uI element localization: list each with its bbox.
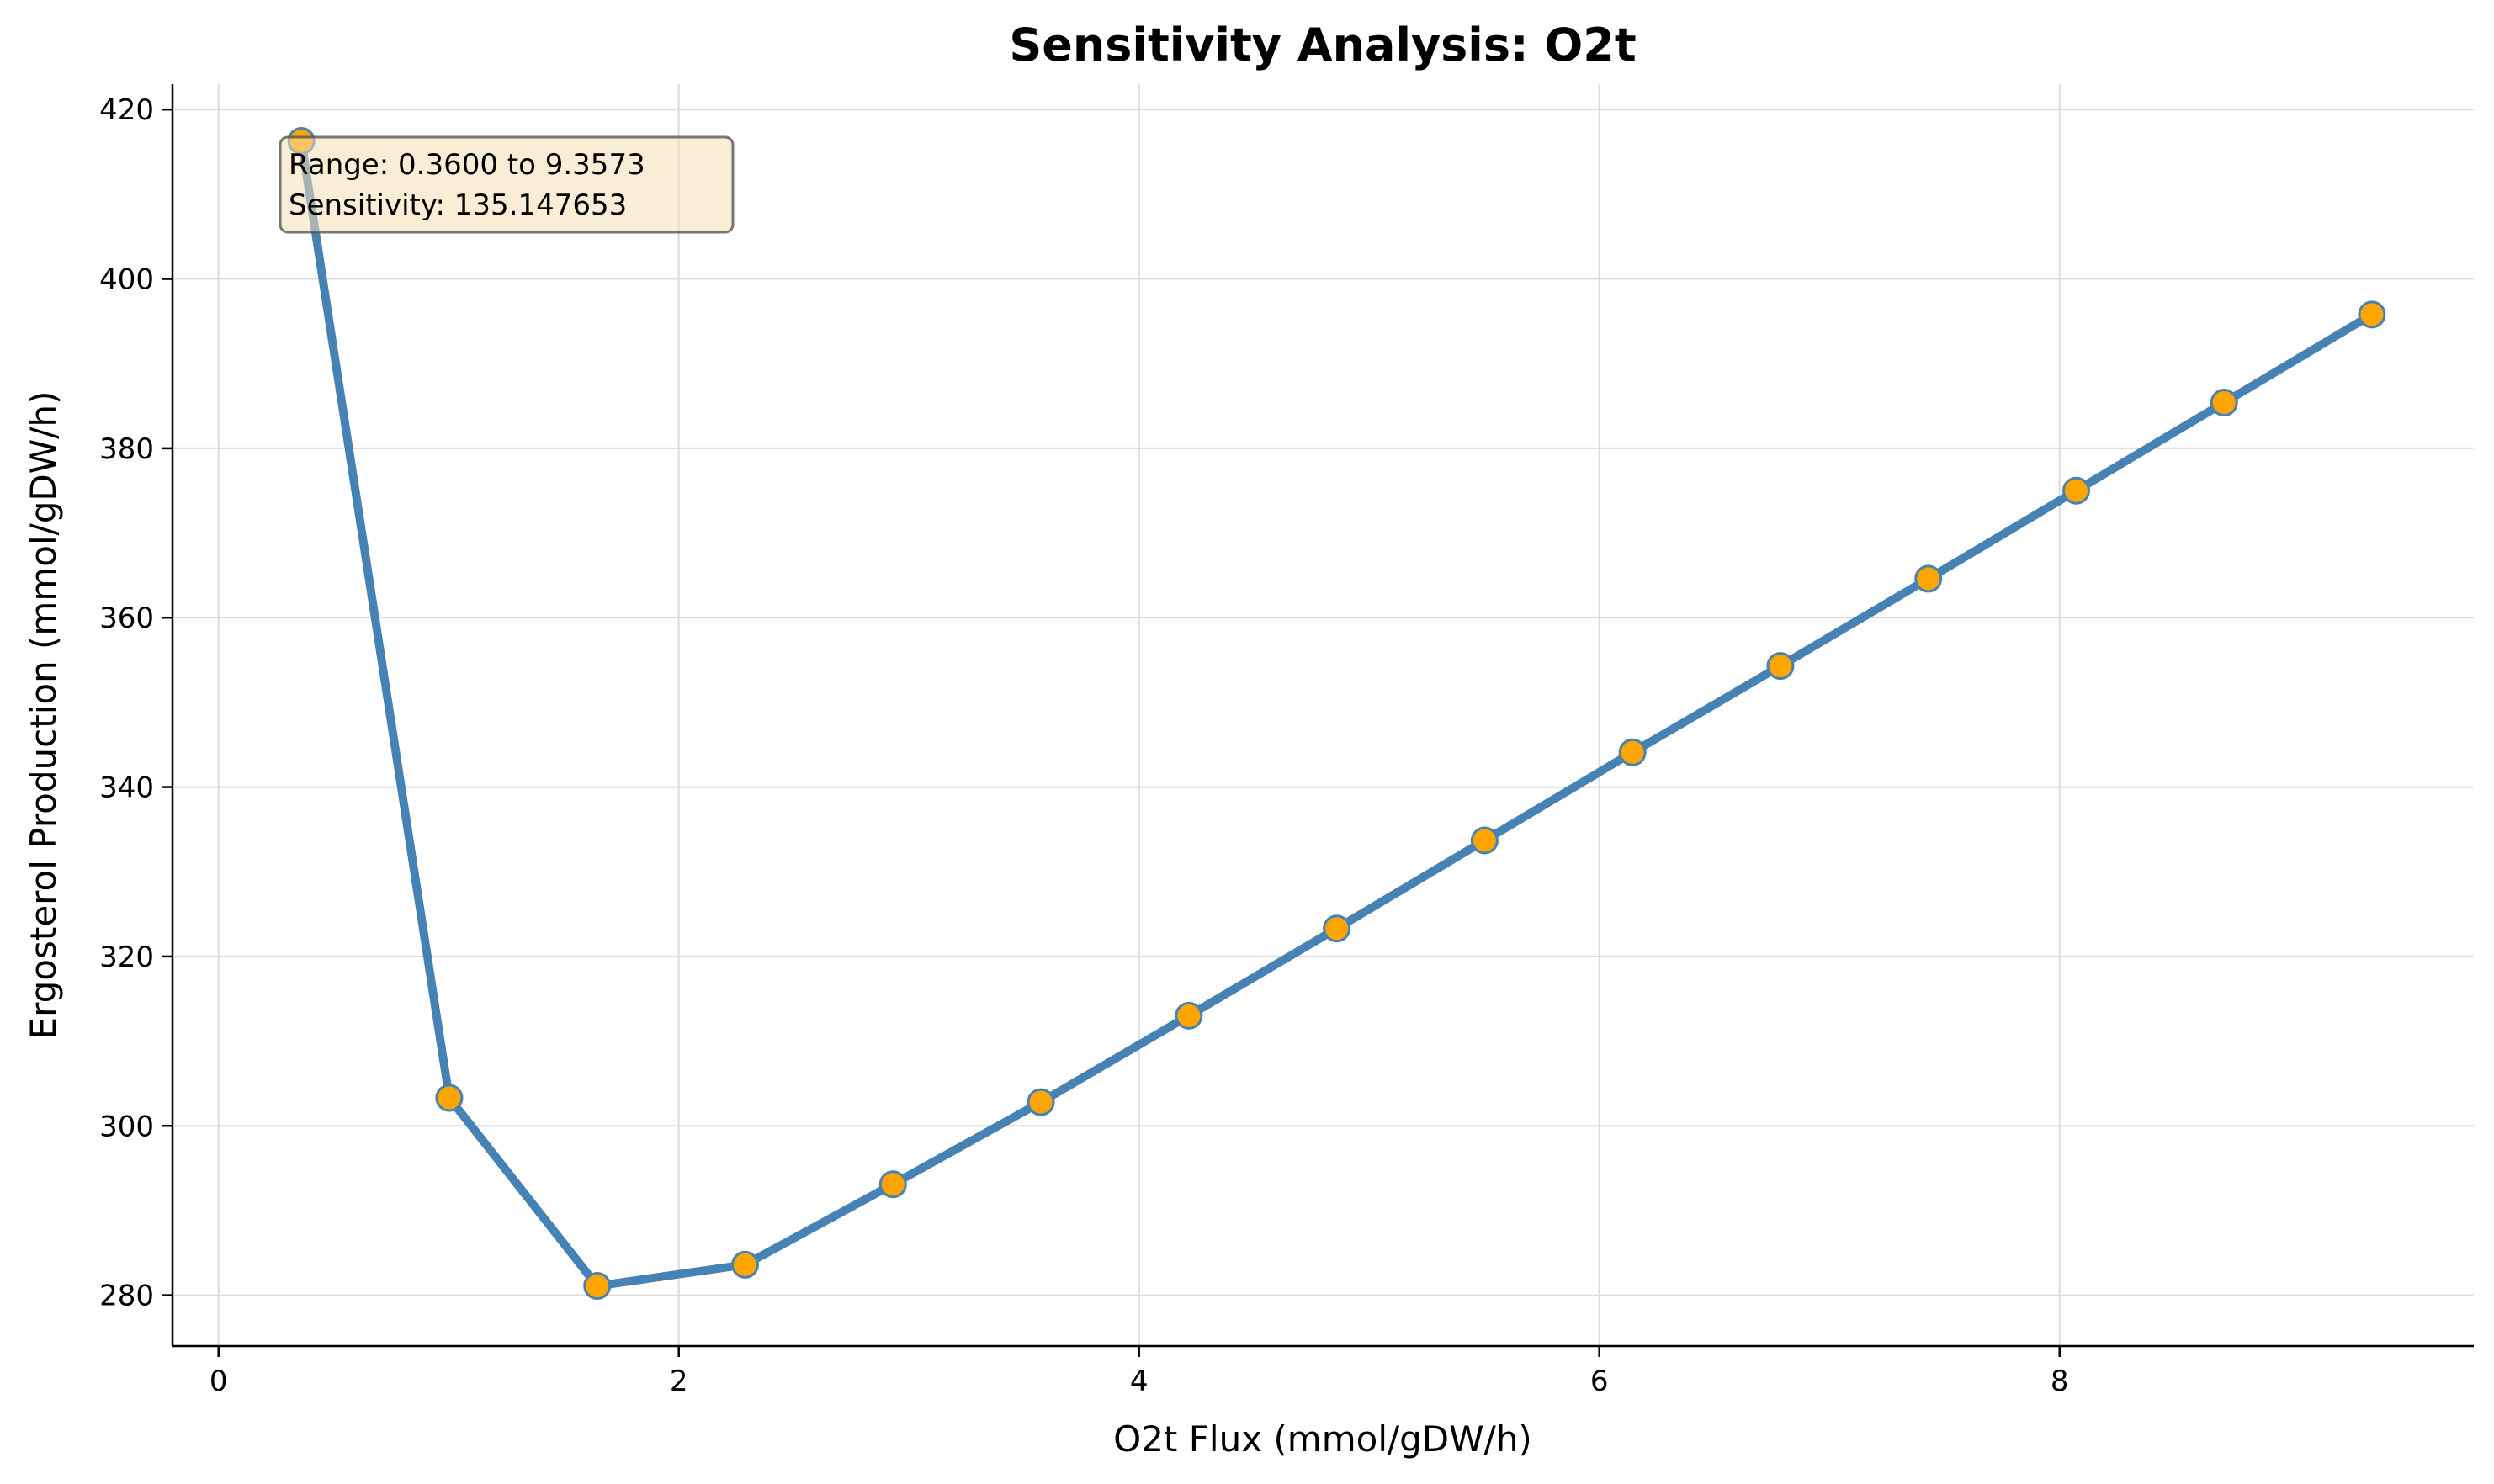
annotation-sensitivity-text: Sensitivity: 135.147653 (289, 188, 627, 222)
data-point (1175, 1001, 1203, 1030)
data-point (1470, 826, 1499, 855)
y-tick-label: 400 (99, 263, 154, 297)
data-point (1766, 652, 1795, 681)
data-point (2210, 389, 2238, 417)
markers-group (287, 126, 2386, 1301)
y-tick-label: 340 (99, 771, 154, 805)
x-tick-label: 6 (1590, 1365, 1609, 1398)
x-axis-label: O2t Flux (mmol/gDW/h) (1113, 1418, 1532, 1460)
annotation-range-text: Range: 0.3600 to 9.3573 (289, 148, 645, 182)
y-tick-label: 320 (99, 941, 154, 974)
chart-title: Sensitivity Analysis: O2t (1009, 19, 1636, 72)
data-point (1323, 914, 1351, 943)
y-tick-label: 380 (99, 432, 154, 466)
x-tick-label: 4 (1130, 1365, 1149, 1398)
annotation-background (279, 135, 735, 234)
x-tick-label: 8 (2051, 1365, 2069, 1398)
y-tick-label: 300 (99, 1110, 154, 1143)
y-axis-label: Ergosterol Production (mmol/gDW/h) (23, 391, 64, 1040)
y-tick-label: 360 (99, 602, 154, 635)
grid (172, 84, 2474, 1346)
data-point (1027, 1088, 1055, 1116)
x-tick-label: 2 (670, 1365, 688, 1398)
y-tick-label: 280 (99, 1280, 154, 1313)
data-point (2358, 300, 2386, 329)
y-tick-label: 420 (99, 93, 154, 127)
data-point (1914, 564, 1943, 593)
data-point (1618, 738, 1647, 766)
data-point (878, 1170, 907, 1199)
data-point (583, 1272, 612, 1301)
y-axis-ticks: 280 300 320 340 360 380 400 420 (99, 93, 172, 1313)
x-tick-label: 0 (210, 1365, 228, 1398)
axes-spines (171, 84, 2474, 1348)
data-point (2062, 476, 2091, 505)
x-axis-ticks: 0 2 4 6 8 (210, 1346, 2069, 1398)
annotation-box: Range: 0.3600 to 9.3573 Sensitivity: 135… (279, 135, 735, 234)
data-point (435, 1084, 464, 1112)
data-point (730, 1250, 759, 1279)
